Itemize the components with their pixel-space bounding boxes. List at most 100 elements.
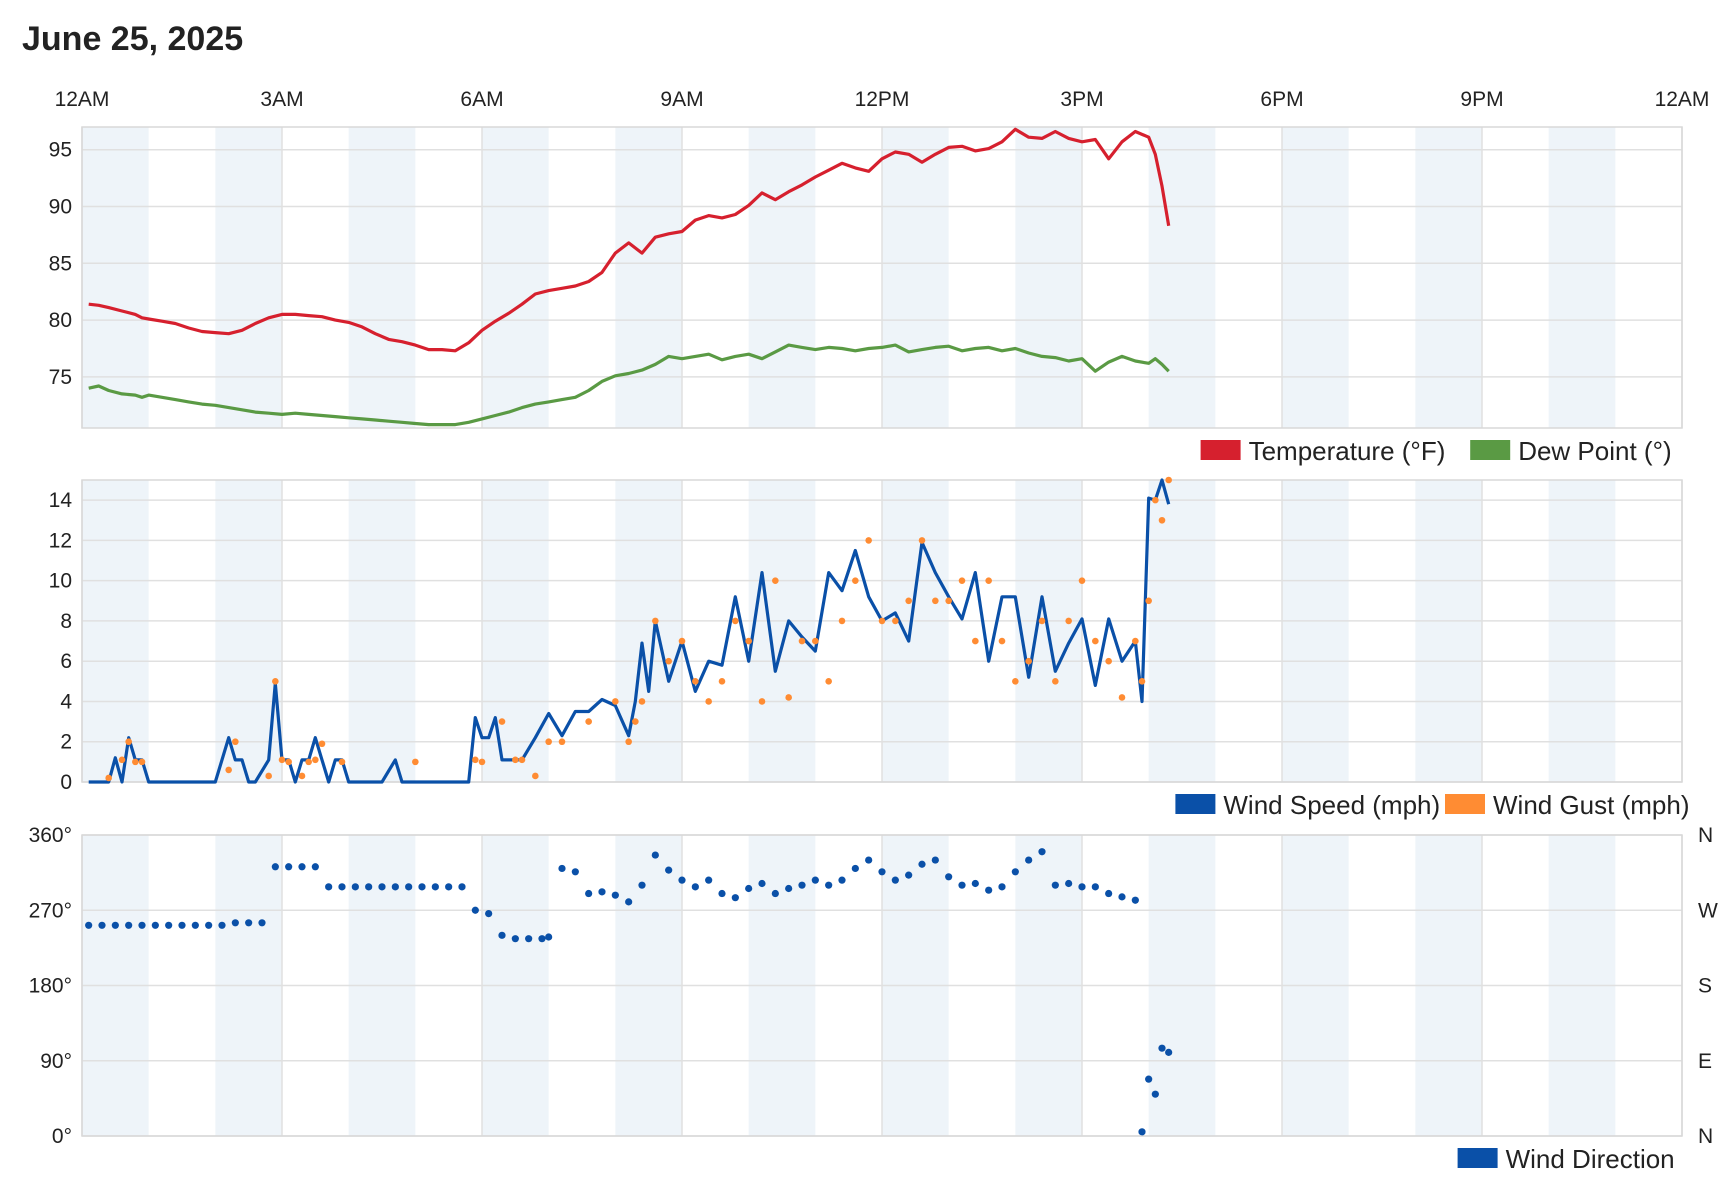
y-tick-label: 90 (49, 196, 72, 219)
hour-shade-band (82, 480, 149, 782)
data-point (118, 756, 126, 764)
data-point (598, 888, 606, 896)
data-point (525, 935, 533, 943)
data-point (692, 678, 699, 685)
hour-shade-band (615, 127, 682, 428)
data-point (892, 617, 899, 625)
data-point (931, 856, 939, 864)
hour-shade-band (748, 127, 816, 428)
data-point (458, 883, 466, 891)
y-tick-label: 4 (60, 690, 72, 713)
data-point (865, 856, 873, 864)
chart-date-title: June 25, 2025 (22, 20, 244, 58)
y-tick-label: 180° (29, 975, 72, 998)
compass-tick-label: W (1698, 899, 1718, 922)
series-line (88, 343, 1170, 427)
data-point (798, 637, 806, 645)
data-point (771, 889, 779, 898)
data-point (705, 698, 712, 705)
data-point (932, 597, 939, 605)
data-point (772, 577, 779, 584)
legend-swatch (1457, 1148, 1498, 1168)
legend-swatch (1175, 794, 1216, 814)
y-tick-label: 95 (49, 139, 72, 162)
legend-label: Temperature (°F) (1249, 436, 1446, 466)
data-point (918, 537, 926, 544)
data-point (812, 637, 819, 645)
data-point (258, 919, 266, 927)
data-point (138, 921, 146, 929)
data-point (1152, 496, 1159, 504)
data-point (378, 883, 386, 891)
y-tick-label: 80 (49, 309, 72, 332)
plot-frame (81, 834, 1683, 1137)
data-point (298, 772, 306, 780)
plot-frame (81, 126, 1683, 429)
data-point (558, 738, 566, 746)
compass-tick-label: E (1698, 1050, 1712, 1073)
data-point (625, 898, 633, 906)
legend-label: Wind Speed (mph) (1223, 790, 1440, 820)
data-point (1132, 637, 1139, 645)
data-point (638, 881, 646, 889)
chart-panel-3 (81, 834, 1683, 1168)
data-point (1158, 516, 1166, 524)
data-point (718, 678, 726, 685)
hour-shade-band (1015, 127, 1082, 428)
legend-label: Wind Direction (1506, 1144, 1675, 1174)
data-point (125, 921, 133, 929)
hour-shade-band (1415, 480, 1482, 782)
data-point (472, 756, 479, 764)
data-point (111, 921, 119, 929)
data-point (1025, 657, 1032, 665)
data-point (325, 883, 333, 891)
data-point (971, 879, 979, 888)
hour-shade-band (882, 127, 949, 428)
data-point (891, 876, 899, 884)
data-point (745, 884, 753, 893)
data-point (985, 577, 992, 584)
data-point (1065, 879, 1073, 888)
data-point (918, 860, 926, 868)
hour-shade-band (482, 480, 549, 782)
data-point (665, 657, 672, 665)
data-point (972, 637, 979, 645)
data-point (285, 863, 293, 871)
data-point (878, 617, 886, 625)
data-point (585, 718, 592, 725)
data-point (825, 881, 833, 889)
data-point (718, 889, 726, 898)
data-point (1092, 637, 1099, 645)
y-tick-label: 10 (49, 570, 72, 593)
data-point (838, 876, 846, 884)
data-point (1012, 678, 1019, 685)
data-point (532, 772, 539, 780)
data-point (391, 883, 399, 891)
data-point (225, 766, 232, 774)
data-point (351, 883, 359, 891)
data-point (105, 774, 112, 782)
legend-swatch (1200, 440, 1241, 460)
data-point (485, 909, 493, 918)
data-point (1105, 889, 1113, 898)
hour-shade-band (348, 480, 416, 782)
data-point (231, 919, 239, 927)
legend-label: Wind Gust (mph) (1493, 790, 1690, 820)
data-point (338, 883, 346, 891)
data-point (958, 881, 966, 889)
y-tick-label: 0° (52, 1125, 72, 1148)
y-tick-label: 6 (60, 650, 72, 673)
time-axis-label: 9AM (660, 88, 703, 111)
data-point (1118, 893, 1126, 901)
legend-swatch (1470, 440, 1511, 460)
data-point (1091, 883, 1099, 891)
data-point (132, 758, 139, 766)
data-point (512, 756, 519, 764)
legend-label: Dew Point (°) (1518, 436, 1671, 466)
data-point (178, 921, 186, 929)
data-point (271, 863, 279, 871)
data-point (611, 891, 619, 899)
data-point (758, 698, 766, 705)
hour-shade-band (882, 480, 949, 782)
